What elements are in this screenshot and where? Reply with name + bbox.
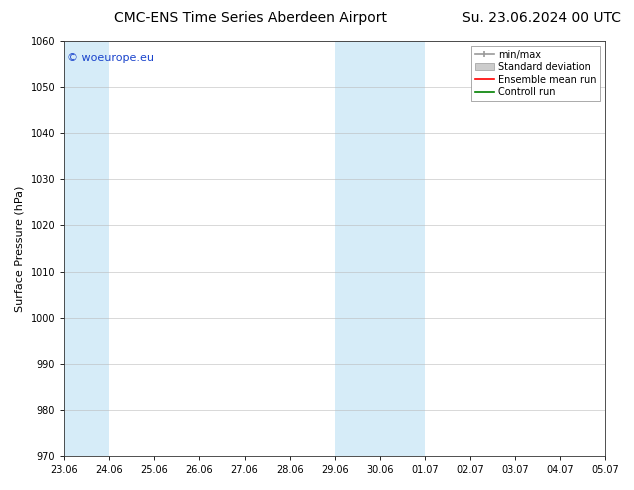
Text: © woeurope.eu: © woeurope.eu [67, 53, 154, 64]
Legend: min/max, Standard deviation, Ensemble mean run, Controll run: min/max, Standard deviation, Ensemble me… [470, 46, 600, 101]
Y-axis label: Surface Pressure (hPa): Surface Pressure (hPa) [15, 185, 25, 312]
Bar [380, 41, 425, 456]
Text: CMC-ENS Time Series Aberdeen Airport: CMC-ENS Time Series Aberdeen Airport [114, 11, 387, 25]
Text: Su. 23.06.2024 00 UTC: Su. 23.06.2024 00 UTC [462, 11, 621, 25]
Bar [335, 41, 380, 456]
Bar [64, 41, 109, 456]
